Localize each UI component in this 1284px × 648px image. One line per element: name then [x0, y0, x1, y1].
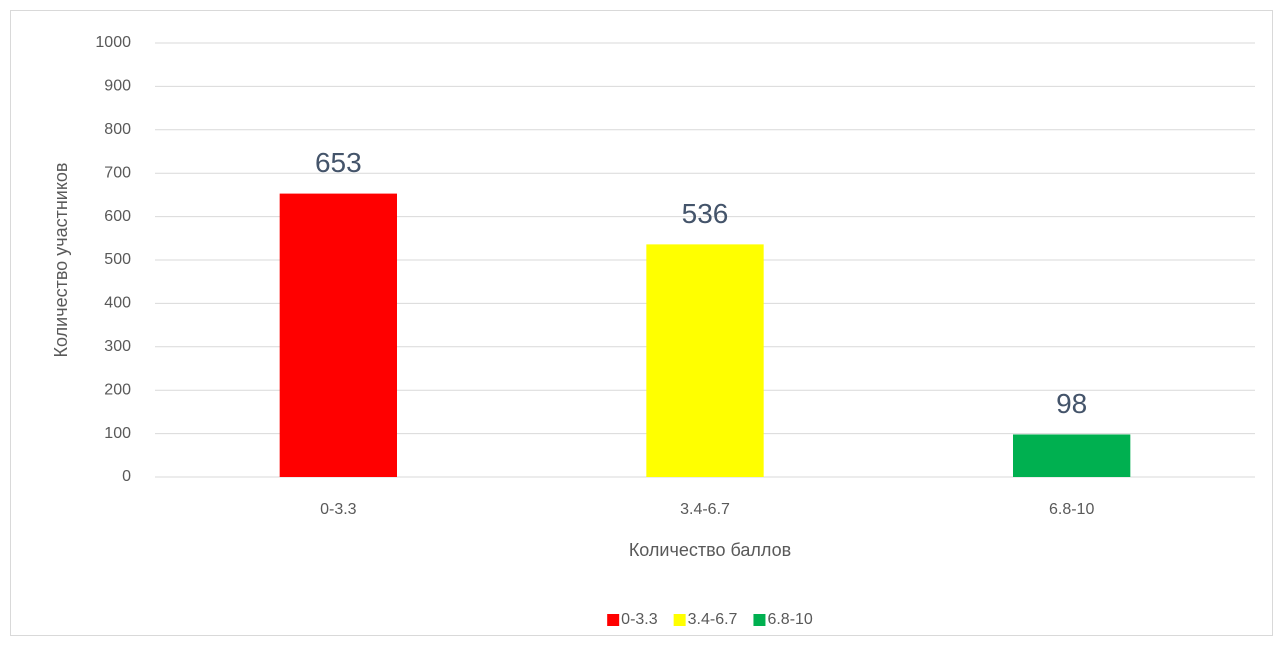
chart-border	[10, 10, 1273, 636]
data-label: 98	[1056, 388, 1087, 419]
legend-label: 0-3.3	[621, 611, 658, 628]
y-tick-label: 100	[104, 425, 131, 442]
y-axis-title: Количество участников	[51, 163, 71, 358]
x-tick-label: 0-3.3	[320, 501, 357, 518]
x-tick-label: 6.8-10	[1049, 501, 1094, 518]
y-tick-label: 600	[104, 208, 131, 225]
data-label: 536	[682, 198, 729, 229]
bar	[1013, 434, 1131, 477]
legend-label: 6.8-10	[767, 611, 812, 628]
y-tick-label: 300	[104, 338, 131, 355]
legend-swatch	[753, 614, 766, 626]
y-tick-label: 400	[104, 295, 131, 312]
y-tick-label: 1000	[95, 34, 131, 51]
x-tick-label: 3.4-6.7	[680, 501, 730, 518]
legend-swatch	[673, 614, 686, 626]
y-tick-label: 500	[104, 251, 131, 268]
y-tick-label: 200	[104, 381, 131, 398]
legend-swatch	[607, 614, 620, 626]
bar	[279, 193, 397, 477]
y-tick-label: 900	[104, 78, 131, 95]
x-axis-title: Количество баллов	[629, 540, 791, 560]
bar	[646, 244, 764, 477]
data-label: 653	[315, 147, 362, 178]
legend-label: 3.4-6.7	[688, 611, 738, 628]
y-tick-label: 800	[104, 121, 131, 138]
y-tick-label: 700	[104, 164, 131, 181]
y-tick-label: 0	[122, 468, 131, 485]
